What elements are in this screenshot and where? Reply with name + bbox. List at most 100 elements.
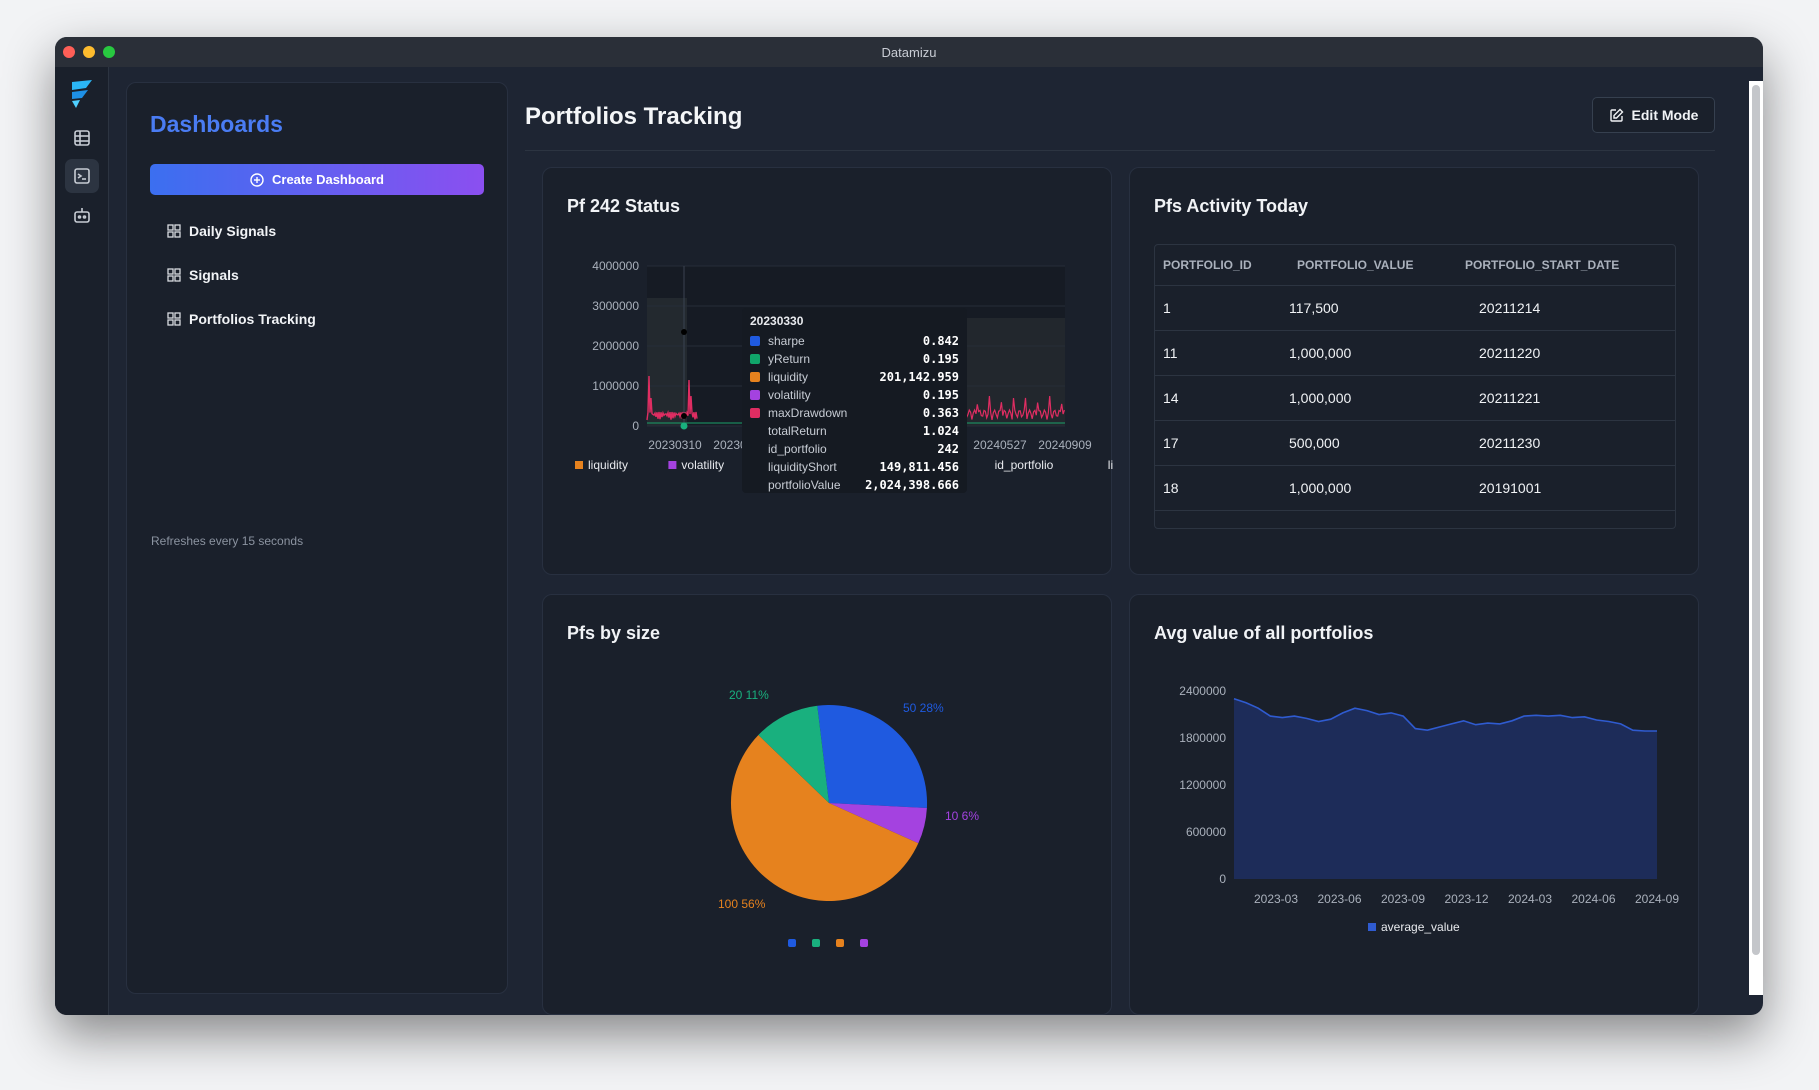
legend-swatch [860, 939, 868, 947]
window-controls [63, 46, 115, 58]
slice-label: 20 11% [729, 688, 769, 702]
main-content: Portfolios Tracking Edit Mode [525, 67, 1735, 1015]
chart-tooltip: 20230330 sharpe 0.842 yReturn 0.195 liquid… [742, 308, 967, 493]
card-title: Pf 242 Status [567, 196, 681, 216]
table-row[interactable]: 11 1,000,000 20211220 [1155, 330, 1675, 376]
hover-dot [680, 422, 688, 430]
tooltip-row: liquidityShort 149,811.456 [768, 460, 959, 474]
card-title: Avg value of all portfolios [1154, 623, 1374, 643]
tooltip-row: maxDrawdown 0.363 [750, 404, 959, 422]
table-icon[interactable] [65, 121, 99, 155]
pie-slice [817, 704, 928, 808]
x-tick-label: 20240527 [973, 438, 1027, 452]
legend-label: average_value [1381, 920, 1460, 934]
legend-swatch [788, 939, 796, 947]
column-header[interactable]: PORTFOLIO_VALUE [1289, 245, 1457, 286]
create-dashboard-button[interactable]: Create Dashboard [150, 164, 484, 195]
pie-slice [730, 735, 919, 901]
activity-table-wrapper[interactable]: PORTFOLIO_ID PORTFOLIO_VALUE PORTFOLIO_S… [1154, 244, 1676, 529]
tooltip-row: id_portfolio 242 [768, 442, 959, 456]
x-tick-label: 2024-06 [1571, 892, 1615, 906]
card-title: Pfs Activity Today [1154, 196, 1309, 216]
legend-swatch [836, 939, 844, 947]
icon-rail [55, 67, 109, 1015]
table-row[interactable]: 18 1,000,000 20191001 [1155, 465, 1675, 511]
dashboards-sidebar: Dashboards Create Dashboard Daily Signal… [126, 82, 508, 994]
column-header[interactable]: PORTFOLIO_ID [1155, 245, 1289, 286]
legend-label: liquidity [588, 458, 628, 472]
y-tick-label: 4000000 [592, 259, 639, 273]
logo-icon[interactable] [65, 77, 99, 111]
legend-swatch [575, 461, 583, 469]
sidebar-title: Dashboards [150, 111, 283, 137]
slice-label: 50 28% [903, 701, 944, 715]
y-tick-label: 2400000 [1179, 684, 1226, 698]
table-row[interactable]: 1 117,500 20211214 [1155, 285, 1675, 331]
x-tick-label: 2023-12 [1444, 892, 1488, 906]
bot-icon[interactable] [65, 198, 99, 232]
y-tick-label: 1800000 [1179, 731, 1226, 745]
tooltip-row: totalReturn 1.024 [768, 424, 959, 438]
legend-label: volatility [681, 458, 724, 472]
create-dashboard-label: Create Dashboard [272, 172, 384, 187]
legend-label: id_portfolio [995, 458, 1054, 472]
title-bar: Datamizu [55, 37, 1763, 67]
edit-mode-button[interactable]: Edit Mode [1592, 97, 1715, 133]
y-tick-label: 3000000 [592, 299, 639, 313]
column-header[interactable]: PORTFOLIO_START_DATE [1457, 245, 1675, 286]
sidebar-item-label: Signals [189, 267, 239, 283]
x-tick-label: 2023-06 [1317, 892, 1361, 906]
y-tick-label: 2000000 [592, 339, 639, 353]
y-tick-label: 600000 [1186, 825, 1226, 839]
hover-dot [681, 329, 687, 335]
maxdrawdown-line [646, 375, 698, 421]
y-tick-label: 1200000 [1179, 778, 1226, 792]
table-row[interactable]: 14 1,000,000 20211221 [1155, 375, 1675, 421]
app-window: Datamizu Dashboards Create Dashboard Da [55, 37, 1763, 1015]
card-title: Pfs by size [567, 623, 661, 643]
x-tick-label: 2023-03 [1254, 892, 1298, 906]
x-tick-label: 2023-09 [1381, 892, 1425, 906]
sidebar-item-signals[interactable]: Signals [167, 263, 239, 287]
close-window-button[interactable] [63, 46, 75, 58]
table-row[interactable]: 17 500,000 20211230 [1155, 420, 1675, 466]
dashboard-icon [167, 268, 181, 282]
page-title: Portfolios Tracking [525, 103, 743, 130]
tooltip-date: 20230330 [750, 314, 804, 328]
maximize-window-button[interactable] [103, 46, 115, 58]
hover-dot [681, 413, 687, 419]
edit-mode-label: Edit Mode [1631, 107, 1699, 123]
main-scrollbar[interactable] [1749, 81, 1763, 995]
y-tick-label: 0 [632, 419, 639, 433]
pfs-by-size-chart[interactable]: 50 28% 10 6% 100 56% 20 11% [543, 595, 1113, 995]
liquidity-area-segment [647, 298, 687, 426]
scrollbar-thumb[interactable] [1752, 85, 1760, 955]
pie-slice [758, 705, 829, 803]
sidebar-item-portfolios-tracking[interactable]: Portfolios Tracking [167, 307, 316, 331]
x-tick-label: 2024-03 [1508, 892, 1552, 906]
y-tick-label: 0 [1219, 872, 1226, 886]
tooltip-row: volatility 0.195 [750, 386, 959, 404]
x-tick-label: 2024-09 [1635, 892, 1679, 906]
tooltip-row: sharpe 0.842 [750, 332, 959, 350]
legend-swatch [668, 461, 677, 469]
minimize-window-button[interactable] [83, 46, 95, 58]
dashboard-icon [167, 224, 181, 238]
x-tick-label: 20240909 [1038, 438, 1092, 452]
dashboard-icon [167, 312, 181, 326]
sidebar-item-daily-signals[interactable]: Daily Signals [167, 219, 276, 243]
pfs-activity-card: Pfs Activity Today PORTFOLIO_ID PORTFOLI… [1129, 167, 1699, 575]
terminal-icon[interactable] [65, 159, 99, 193]
average-value-line [1233, 698, 1657, 732]
y-tick-label: 1000000 [592, 379, 639, 393]
avg-value-chart[interactable]: 2400000 1800000 1200000 600000 0 2023-03 2023-… [1130, 595, 1700, 995]
tooltip-row: yReturn 0.195 [750, 350, 959, 368]
header-divider [525, 150, 1715, 151]
edit-icon [1609, 108, 1624, 122]
refresh-note: Refreshes every 15 seconds [151, 534, 304, 548]
pfs-by-size-card: Pfs by size 50 28% 10 6% 100 56% 20 11% [542, 594, 1112, 1015]
legend-label: liquidityS [1108, 458, 1113, 472]
slice-label: 10 6% [945, 809, 979, 823]
sidebar-item-label: Daily Signals [189, 223, 277, 239]
plus-circle-icon [250, 172, 264, 187]
